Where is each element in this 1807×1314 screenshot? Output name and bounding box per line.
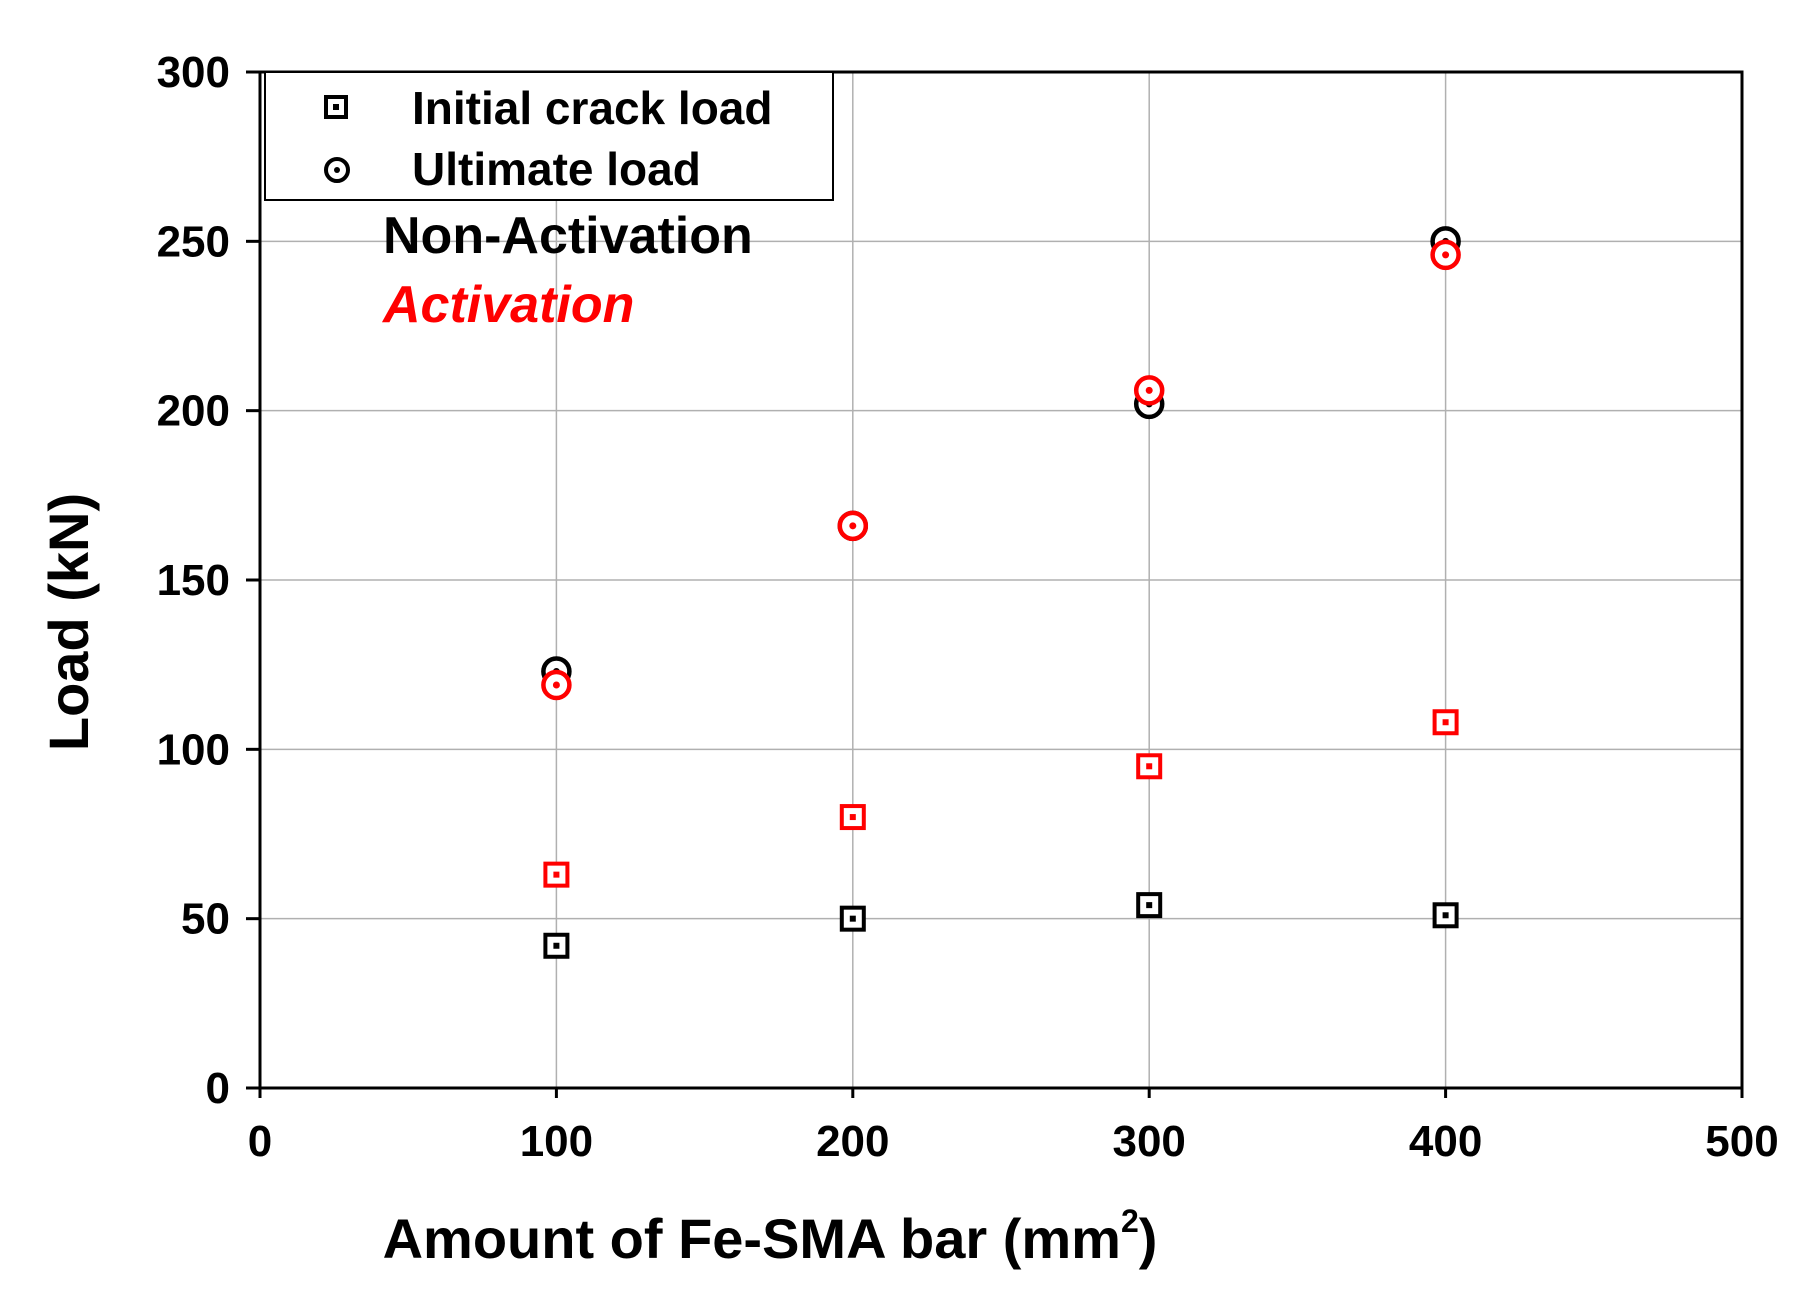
y-tick-label: 100 (157, 725, 230, 774)
y-tick-label: 0 (206, 1064, 230, 1113)
legend-box (264, 71, 834, 201)
legend-square-marker-icon (324, 95, 348, 119)
data-point-square (1432, 902, 1459, 929)
y-tick-label: 300 (157, 48, 230, 97)
series-3 (541, 239, 1461, 701)
series-0 (543, 892, 1459, 959)
data-point-square (839, 804, 866, 831)
y-axis-title: Load (kN) (37, 493, 100, 751)
legend-label-ultimate: Ultimate load (412, 143, 701, 195)
axis-ticks (246, 70, 1744, 1098)
x-tick-label: 500 (1705, 1117, 1778, 1166)
data-point-circle (541, 669, 572, 701)
x-tick-label: 0 (248, 1117, 272, 1166)
x-axis-title-suffix: ) (1139, 1207, 1158, 1270)
series-1 (543, 709, 1459, 888)
data-point-square (1136, 892, 1163, 919)
series-2 (541, 226, 1461, 687)
legend-circle-marker-icon (324, 157, 350, 183)
axis-tick-labels: 0 100 200 300 400 500 0 50 100 150 200 250 300 (157, 48, 1779, 1166)
y-tick-label: 50 (181, 895, 230, 944)
annotation-non-activation: Non-Activation (383, 207, 753, 265)
legend-label-initial-crack: Initial crack load (412, 82, 772, 134)
data-point-circle (1133, 375, 1165, 406)
data-point-square (839, 905, 866, 932)
x-axis-title-superscript: 2 (1121, 1203, 1139, 1239)
y-tick-label: 200 (157, 387, 230, 436)
data-point-circle (837, 510, 869, 542)
x-tick-label: 100 (520, 1117, 593, 1166)
data-point-square (543, 861, 570, 888)
data-point-square (543, 932, 570, 959)
annotation-activation: Activation (381, 276, 634, 334)
data-point-square (1432, 709, 1459, 736)
grid-lines (260, 72, 1742, 1088)
legend: Initial crack load Ultimate load (264, 71, 834, 201)
y-tick-label: 250 (157, 217, 230, 266)
data-point-circle (1430, 239, 1461, 271)
y-tick-label: 150 (157, 556, 230, 605)
x-tick-label: 200 (816, 1117, 889, 1166)
x-axis-title: Amount of Fe-SMA bar (mm2) (383, 1203, 1158, 1270)
x-tick-label: 400 (1409, 1117, 1482, 1166)
x-axis-title-main: Amount of Fe-SMA bar (mm (383, 1207, 1121, 1270)
data-points (541, 226, 1461, 959)
data-point-square (1136, 753, 1163, 780)
x-tick-label: 300 (1112, 1117, 1185, 1166)
